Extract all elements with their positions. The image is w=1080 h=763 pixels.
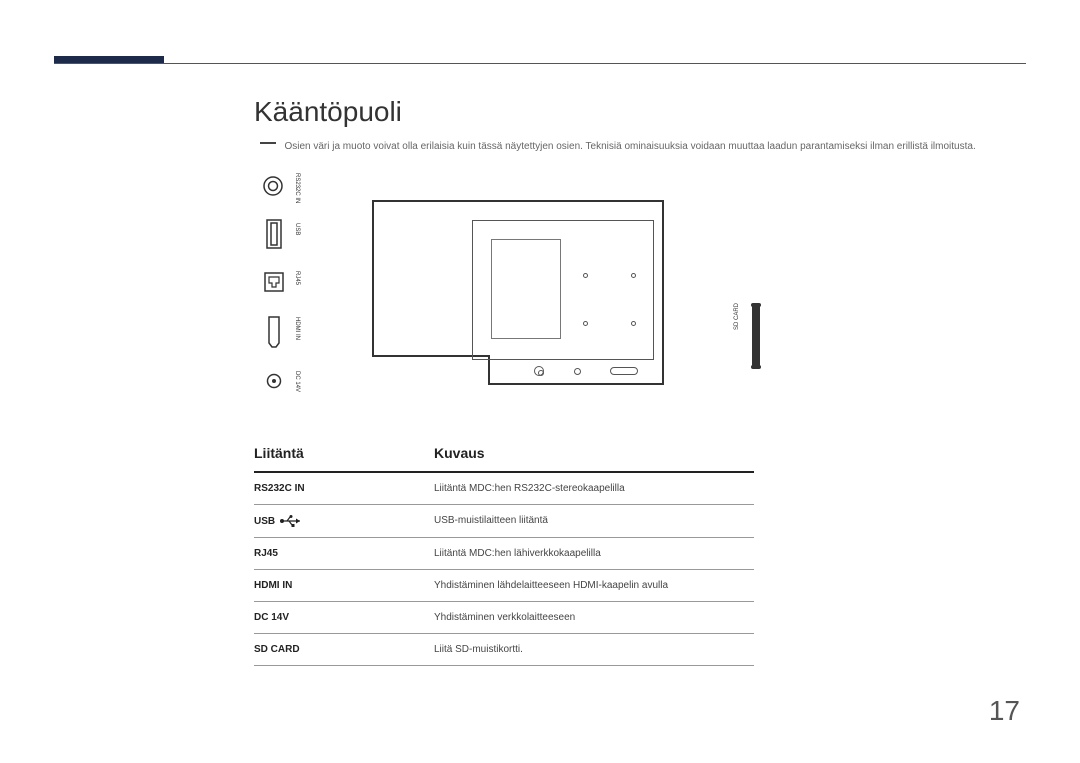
- desc-cell: Liitäntä MDC:hen lähiverkkokaapelilla: [434, 548, 754, 559]
- screw-hole: [583, 321, 588, 326]
- table-row: SD CARD Liitä SD-muistikortti.: [254, 634, 754, 666]
- section-title: Kääntöpuoli: [254, 96, 402, 128]
- hdmi-label: HDMI IN: [294, 317, 300, 340]
- port-cell: HDMI IN: [254, 580, 434, 591]
- rear-panel: [372, 200, 664, 385]
- dc-label: DC 14V: [294, 371, 300, 392]
- table-header-row: Liitäntä Kuvaus: [254, 437, 754, 473]
- table-row: RJ45 Liitäntä MDC:hen lähiverkkokaapelil…: [254, 538, 754, 570]
- table-row: RS232C IN Liitäntä MDC:hen RS232C-stereo…: [254, 473, 754, 505]
- desc-cell: Liitäntä MDC:hen RS232C-stereokaapelilla: [434, 483, 754, 494]
- desc-cell: Yhdistäminen lähdelaitteeseen HDMI-kaape…: [434, 580, 754, 591]
- desc-cell: Yhdistäminen verkkolaitteeseen: [434, 612, 754, 623]
- horizontal-rule: [54, 63, 1026, 64]
- rs232c-label: RS232C IN: [294, 173, 300, 203]
- screw-hole: [631, 273, 636, 278]
- rear-diagram: RS232C IN USB RJ45 HDMI IN: [262, 175, 787, 410]
- screw-hole: [631, 321, 636, 326]
- screw-hole: [583, 273, 588, 278]
- inner-rect: [491, 239, 561, 339]
- rj45-label: RJ45: [294, 271, 300, 285]
- desc-cell: USB-muistilaitteen liitäntä: [434, 515, 754, 527]
- note-text: Osien väri ja muoto voivat olla erilaisi…: [284, 141, 975, 152]
- sdcard-slot-icon: [752, 305, 760, 367]
- bottom-hole: [574, 368, 581, 375]
- bottom-hole: [534, 366, 544, 376]
- port-cell: RJ45: [254, 548, 434, 559]
- table-row: DC 14V Yhdistäminen verkkolaitteeseen: [254, 602, 754, 634]
- bottom-slot: [610, 367, 638, 375]
- port-cell: RS232C IN: [254, 483, 434, 494]
- note-line: Osien väri ja muoto voivat olla erilaisi…: [260, 136, 990, 154]
- vesa-area: [472, 220, 654, 360]
- port-cell: USB: [254, 515, 434, 527]
- page-number: 17: [989, 695, 1020, 727]
- usb-trident-icon: [279, 515, 303, 527]
- ports-table: Liitäntä Kuvaus RS232C IN Liitäntä MDC:h…: [254, 437, 754, 666]
- usb-port-icon: [266, 219, 282, 249]
- table-row: USB USB-muistilaitteen liitäntä: [254, 505, 754, 538]
- rj45-port-icon: [263, 271, 285, 293]
- usb-label: USB: [294, 223, 300, 235]
- manual-page: Kääntöpuoli Osien väri ja muoto voivat o…: [0, 0, 1080, 763]
- note-dash-icon: [260, 142, 276, 144]
- port-cell: SD CARD: [254, 644, 434, 655]
- dc-port-icon: [266, 373, 282, 389]
- hdmi-port-icon: [267, 315, 281, 349]
- col-header-port: Liitäntä: [254, 445, 434, 461]
- port-cell: DC 14V: [254, 612, 434, 623]
- table-row: HDMI IN Yhdistäminen lähdelaitteeseen HD…: [254, 570, 754, 602]
- sdcard-label: SD CARD: [734, 303, 740, 330]
- desc-cell: Liitä SD-muistikortti.: [434, 644, 754, 655]
- rs232c-port-icon: [262, 175, 284, 197]
- col-header-desc: Kuvaus: [434, 445, 754, 461]
